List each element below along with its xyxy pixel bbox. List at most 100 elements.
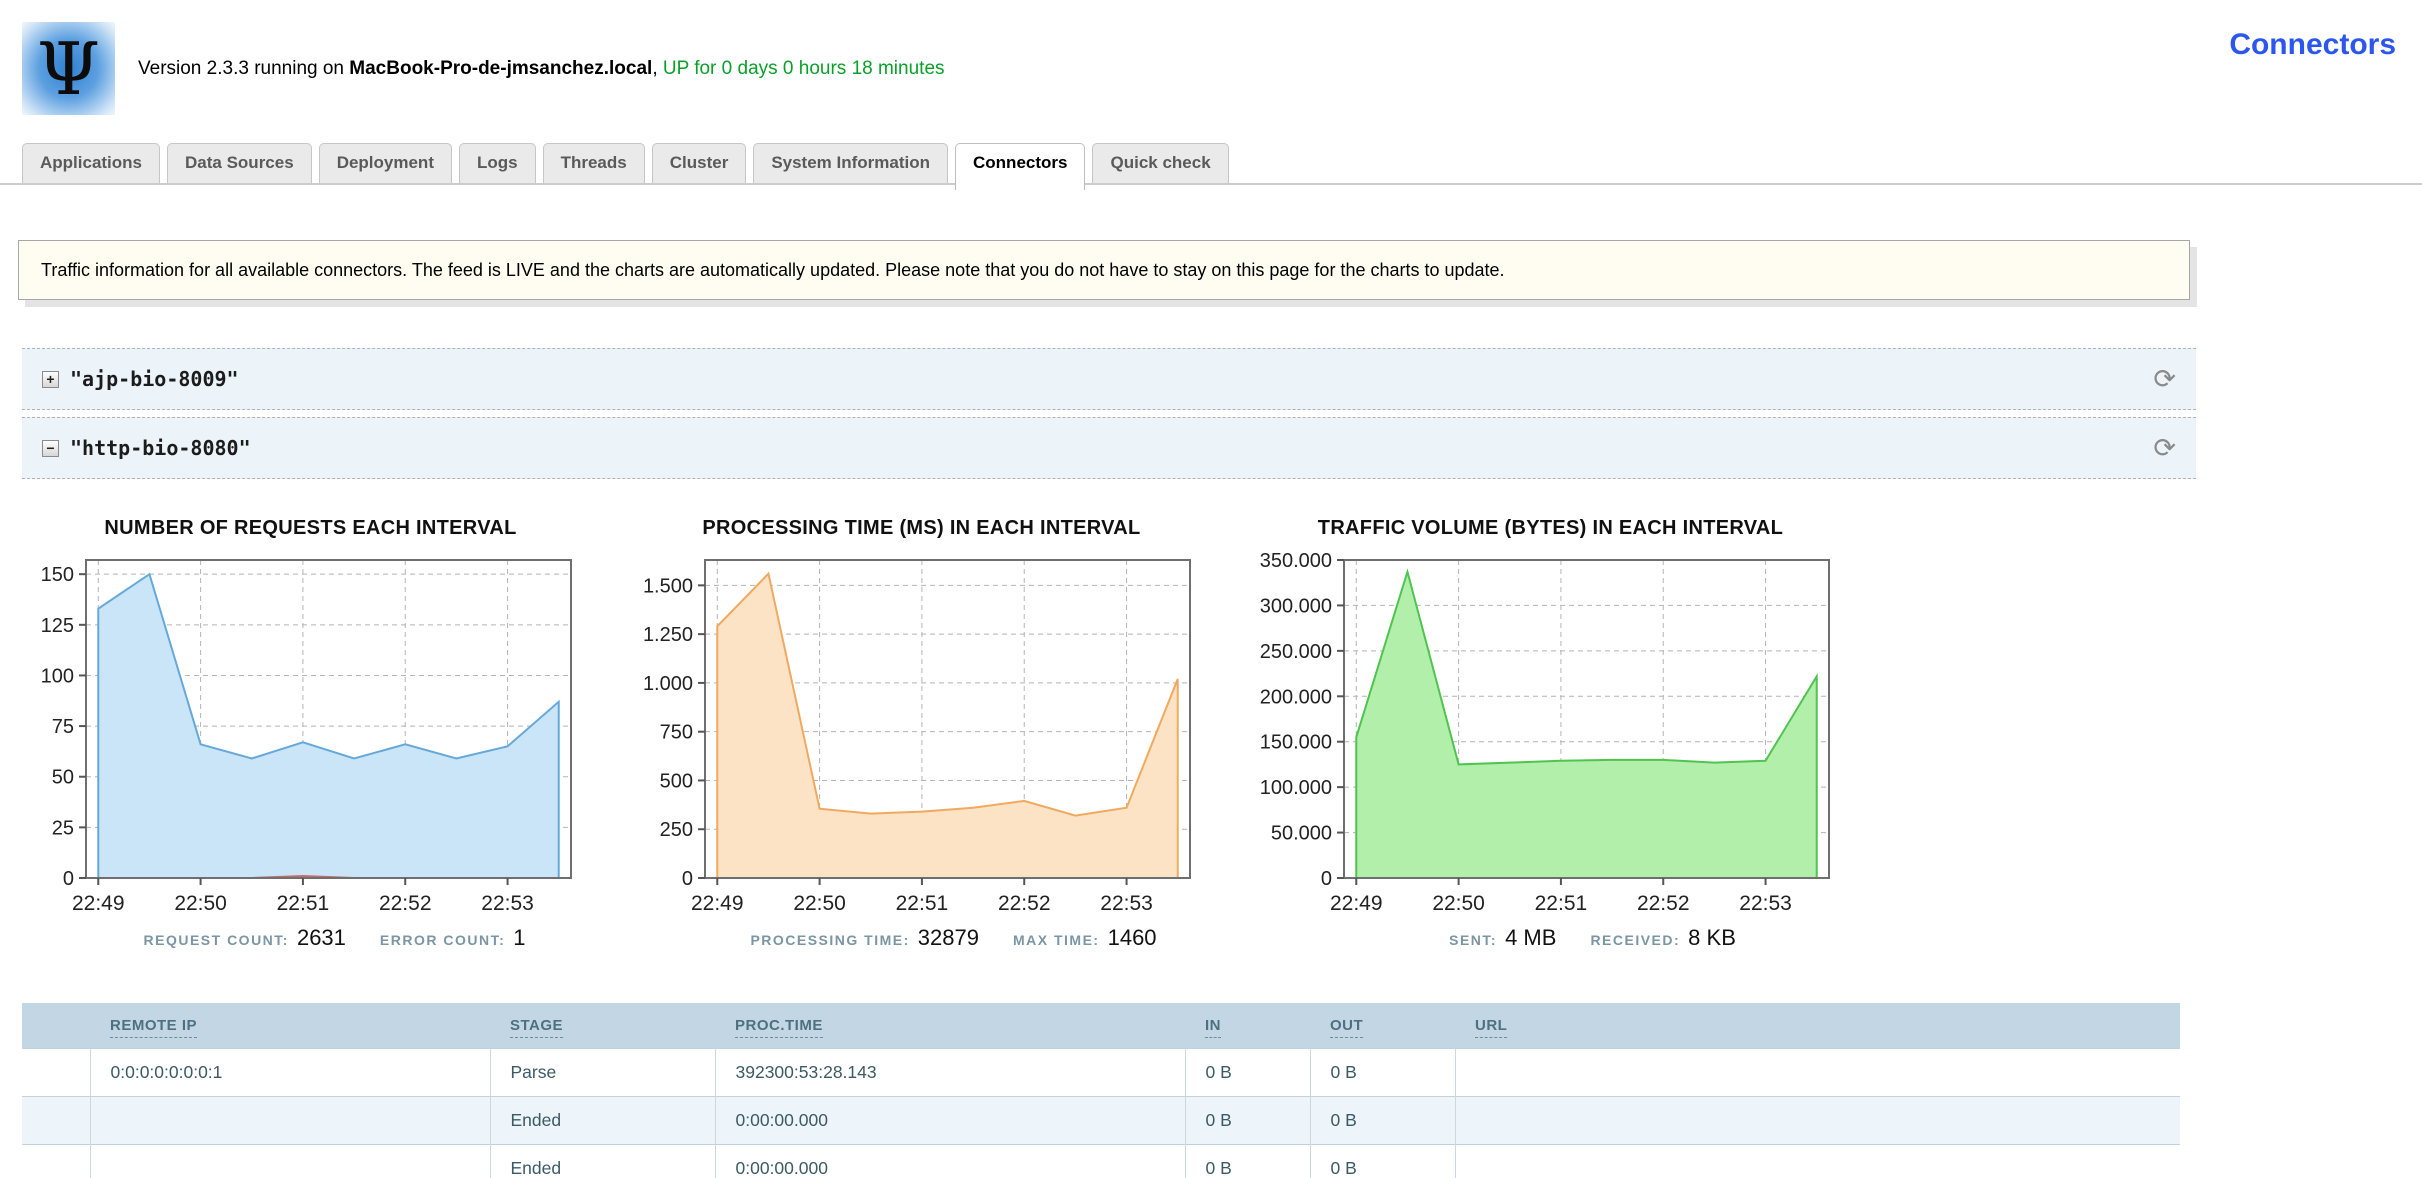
tab-threads[interactable]: Threads: [542, 143, 645, 183]
chart-requests: NUMBER OF REQUESTS EACH INTERVAL 0 25 50 75…: [38, 517, 583, 951]
cell-remote-ip: [89, 1143, 490, 1178]
svg-text:22:53: 22:53: [1739, 892, 1792, 915]
info-banner-text: Traffic information for all available co…: [41, 259, 1505, 280]
svg-text:750: 750: [660, 722, 693, 744]
svg-text:0: 0: [682, 868, 693, 890]
cell-proc-time: 0:00:00.000: [714, 1143, 1185, 1178]
cell-in: 0 B: [1184, 1047, 1310, 1096]
svg-text:1.250: 1.250: [643, 624, 693, 646]
svg-text:22:52: 22:52: [998, 892, 1051, 915]
expand-icon[interactable]: +: [42, 370, 59, 388]
header-bar: Ψ Version 2.3.3 running on MacBook-Pro-d…: [0, 0, 2422, 143]
chart-stats: PROCESSING TIME: 32879 MAX TIME: 1460: [641, 925, 1202, 951]
cell-url: [1454, 1047, 2180, 1096]
column-header-remote-ip[interactable]: REMOTE IP: [90, 1003, 490, 1048]
tab-deployment[interactable]: Deployment: [318, 143, 452, 183]
connector-row: + "ajp-bio-8009" ⟳: [22, 348, 2196, 410]
svg-text:100.000: 100.000: [1260, 777, 1332, 799]
svg-text:25: 25: [52, 817, 74, 839]
svg-text:350.000: 350.000: [1260, 552, 1332, 572]
refresh-icon[interactable]: ⟳: [2153, 363, 2176, 394]
svg-text:50: 50: [52, 767, 74, 789]
svg-text:1.000: 1.000: [643, 673, 693, 695]
tab-quick-check[interactable]: Quick check: [1092, 143, 1229, 183]
stat-error-count: ERROR COUNT: 1: [379, 925, 526, 950]
tabstrip-rule: [0, 183, 2422, 185]
svg-text:22:50: 22:50: [793, 892, 846, 915]
cell-url: [1454, 1143, 2180, 1178]
svg-text:1.500: 1.500: [643, 575, 693, 597]
svg-text:22:49: 22:49: [1330, 892, 1383, 915]
svg-text:75: 75: [52, 716, 74, 738]
cell-remote-ip: 0:0:0:0:0:0:0:1: [89, 1047, 490, 1096]
svg-text:200.000: 200.000: [1260, 686, 1332, 708]
separator: ,: [652, 57, 663, 79]
cell-proc-time: 0:00:00.000: [714, 1095, 1185, 1144]
hostname: MacBook-Pro-de-jmsanchez.local: [349, 57, 653, 79]
tab-applications[interactable]: Applications: [22, 143, 161, 183]
chart-title: NUMBER OF REQUESTS EACH INTERVAL: [104, 517, 517, 539]
cell-proc-time: 392300:53:28.143: [714, 1047, 1185, 1096]
connector-name[interactable]: "http-bio-8080": [70, 436, 251, 460]
version-prefix: Version 2.3.3 running on: [138, 57, 344, 79]
column-header-proc-time[interactable]: PROC.TIME: [715, 1003, 1185, 1048]
cell-out: 0 B: [1309, 1047, 1455, 1096]
cell-stage: Ended: [489, 1143, 715, 1178]
series-traffic-volume: [1355, 568, 1818, 879]
svg-text:22:53: 22:53: [1100, 892, 1153, 915]
svg-text:150.000: 150.000: [1260, 732, 1332, 754]
svg-text:22:50: 22:50: [1432, 892, 1485, 915]
svg-text:22:53: 22:53: [481, 892, 534, 915]
refresh-icon[interactable]: ⟳: [2153, 432, 2176, 463]
svg-text:22:52: 22:52: [1637, 892, 1690, 915]
svg-text:22:49: 22:49: [691, 892, 744, 915]
series-requests: [97, 572, 560, 879]
table-header-row: REMOTE IP STAGE PROC.TIME IN OUT URL: [22, 1003, 2180, 1048]
svg-text:50.000: 50.000: [1271, 823, 1332, 845]
chart-traffic-volume: TRAFFIC VOLUME (BYTES) IN EACH INTERVAL …: [1260, 517, 1841, 951]
row-selector-cell: [22, 1143, 90, 1178]
svg-text:125: 125: [41, 615, 74, 637]
svg-text:500: 500: [660, 770, 693, 792]
chart-stats: SENT: 4 MB RECEIVED: 8 KB: [1260, 925, 1841, 951]
svg-text:100: 100: [41, 665, 74, 687]
cell-in: 0 B: [1184, 1095, 1310, 1144]
chart-title: PROCESSING TIME (MS) IN EACH INTERVAL: [702, 517, 1141, 539]
charts-row: NUMBER OF REQUESTS EACH INTERVAL 0 25 50 75…: [38, 517, 2422, 951]
psi-probe-logo-icon: Ψ: [22, 22, 115, 115]
svg-text:22:49: 22:49: [72, 892, 125, 915]
column-header-url[interactable]: URL: [1455, 1003, 2180, 1048]
svg-text:250.000: 250.000: [1260, 641, 1332, 663]
svg-text:300.000: 300.000: [1260, 595, 1332, 617]
tab-connectors[interactable]: Connectors: [955, 143, 1086, 190]
collapse-icon[interactable]: −: [42, 439, 59, 457]
column-header-in[interactable]: IN: [1185, 1003, 1310, 1048]
cell-out: 0 B: [1309, 1095, 1455, 1144]
table-header-empty: [22, 1003, 90, 1048]
svg-text:150: 150: [41, 564, 74, 586]
version-line: Version 2.3.3 running on MacBook-Pro-de-…: [138, 58, 945, 80]
column-header-out[interactable]: OUT: [1310, 1003, 1455, 1048]
chart-title: TRAFFIC VOLUME (BYTES) IN EACH INTERVAL: [1317, 517, 1784, 539]
info-banner: Traffic information for all available co…: [18, 240, 2190, 300]
connector-name[interactable]: "ajp-bio-8009": [70, 367, 239, 391]
tabs: Applications Data Sources Deployment Logs Th…: [0, 143, 2422, 190]
cell-remote-ip: [89, 1095, 490, 1144]
page-title: Connectors: [2229, 28, 2396, 61]
stat-max-time: MAX TIME: 1460: [1012, 925, 1157, 950]
tab-system-information[interactable]: System Information: [753, 143, 949, 183]
chart-canvas: 0 25 50 75 100 125 150 22:49 22:50 22:51 22:52 22:5…: [41, 559, 572, 915]
tab-data-sources[interactable]: Data Sources: [167, 143, 312, 183]
tab-cluster[interactable]: Cluster: [651, 143, 747, 183]
series-processing-time: [716, 571, 1179, 879]
column-header-stage[interactable]: STAGE: [490, 1003, 715, 1048]
svg-text:22:51: 22:51: [1535, 892, 1588, 915]
uptime-text: UP for 0 days 0 hours 18 minutes: [662, 57, 945, 79]
svg-text:22:52: 22:52: [379, 892, 432, 915]
tab-logs[interactable]: Logs: [458, 143, 536, 183]
svg-text:22:51: 22:51: [277, 892, 330, 915]
